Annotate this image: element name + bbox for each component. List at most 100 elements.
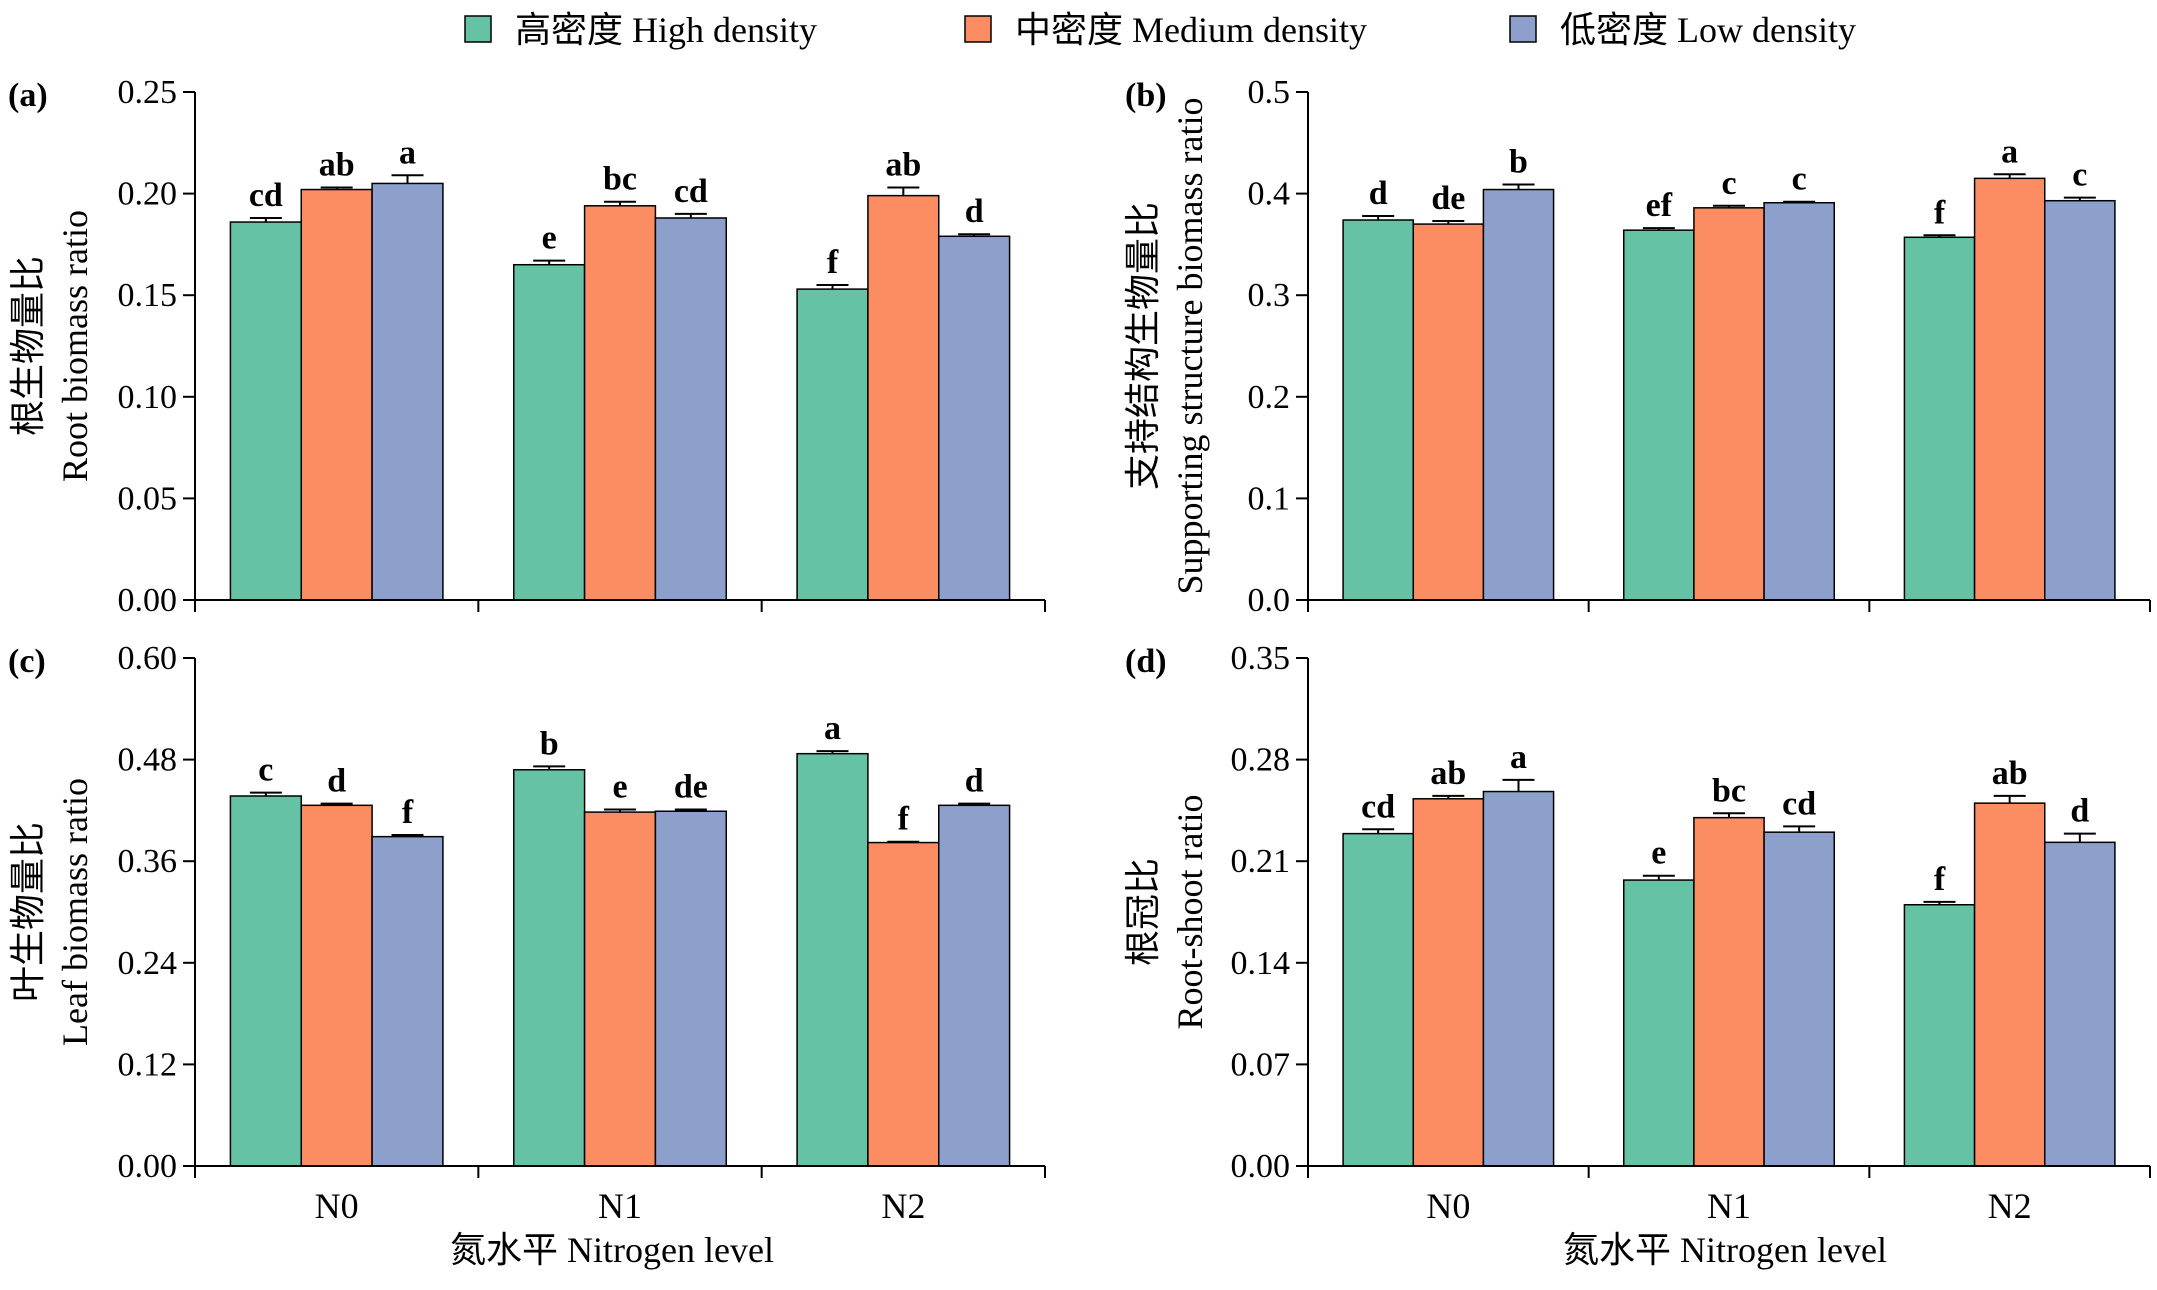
bar-N2-series-1 (1973, 802, 2046, 1167)
significance-letter: ab (1992, 755, 2028, 792)
y-tick-label: 0.05 (118, 480, 178, 517)
category-label-N0: N0 (1426, 1186, 1470, 1226)
bar-N0-series-0 (229, 795, 303, 1167)
y-axis-title-en: Root biomass ratio (55, 210, 95, 482)
y-tick-label: 0.35 (1231, 640, 1291, 677)
y-tick-label: 0.10 (118, 379, 178, 416)
y-axis-title-cn: 支持结构生物量比 (1123, 202, 1163, 490)
legend-swatch-0 (464, 15, 492, 43)
bar-N0-series-1 (1412, 798, 1485, 1167)
significance-letter: c (1792, 161, 1807, 198)
y-tick-label: 0.48 (118, 742, 178, 779)
y-tick-label: 0.5 (1248, 74, 1291, 111)
bar-N1-series-2 (1763, 831, 1836, 1167)
y-tick-label: 0.28 (1231, 742, 1291, 779)
bar-N2-series-0 (1903, 236, 1976, 601)
bar-N2-series-1 (867, 841, 940, 1167)
y-tick-label: 0.00 (118, 1148, 178, 1185)
bar-N1-series-1 (583, 205, 657, 601)
panel-tag: (b) (1125, 77, 1167, 114)
significance-letter: d (965, 193, 984, 230)
significance-letter: cd (1782, 785, 1816, 822)
bar-N2-series-2 (2044, 199, 2116, 601)
panel-d: cd e f ab bc ab a cd d 0.00 0.07 0.14 0.21 0.28 0.35 N0… (1123, 640, 2151, 1226)
y-tick-label: 0.25 (118, 74, 178, 111)
y-tick-label: 0.0 (1248, 582, 1291, 619)
panel-tag: (c) (8, 643, 46, 680)
significance-letter: f (1934, 194, 1946, 231)
category-label-N1: N1 (1707, 1186, 1751, 1226)
significance-letter: d (327, 763, 346, 800)
bar-N0-series-0 (1342, 832, 1415, 1167)
bar-N1-series-0 (1623, 879, 1695, 1167)
bar-N1-series-2 (1763, 201, 1836, 601)
significance-letter: f (898, 801, 910, 838)
significance-letter: cd (1361, 788, 1395, 825)
category-label-N2: N2 (881, 1186, 925, 1226)
significance-letter: cd (249, 177, 283, 214)
y-tick-label: 0.00 (118, 582, 178, 619)
significance-letter: c (258, 752, 273, 789)
legend: 高密度 High density 中密度 Medium density 低密度 Lo… (464, 10, 1856, 50)
legend-swatch-2 (1509, 15, 1537, 43)
panel-a: cd e f ab bc ab a cd d 0.00 0.05 0.10 0.15 0.20 0.25 (a… (8, 74, 1046, 619)
bar-N2-series-2 (938, 235, 1011, 601)
y-tick-label: 0.36 (118, 843, 178, 880)
bar-N1-series-2 (654, 217, 728, 601)
y-axis-title-en: Supporting structure biomass ratio (1170, 98, 1210, 595)
y-tick-label: 0.00 (1231, 1148, 1291, 1185)
bar-N0-series-2 (371, 182, 444, 601)
panel-tag: (a) (8, 77, 48, 114)
significance-letter: b (540, 725, 559, 762)
bar-N2-series-0 (796, 752, 869, 1167)
bar-N2-series-2 (2044, 841, 2116, 1167)
significance-letter: ab (1430, 755, 1466, 792)
bar-N1-series-0 (1623, 229, 1695, 601)
y-tick-label: 0.4 (1248, 176, 1291, 213)
y-tick-label: 0.14 (1231, 945, 1291, 982)
significance-letter: d (965, 763, 984, 800)
y-tick-label: 0.2 (1248, 379, 1291, 416)
significance-letter: de (674, 769, 708, 806)
significance-letter: f (827, 244, 839, 281)
significance-letter: d (1369, 175, 1388, 212)
bar-N0-series-2 (1482, 188, 1555, 601)
legend-label-2: 低密度 Low density (1560, 10, 1856, 50)
bar-N1-series-1 (583, 811, 657, 1167)
significance-letter: f (1934, 861, 1946, 898)
y-tick-label: 0.60 (118, 640, 178, 677)
bar-N0-series-1 (300, 804, 373, 1167)
significance-letter: b (1509, 143, 1528, 180)
y-axis-title-en: Root-shoot ratio (1170, 795, 1210, 1030)
y-axis-title-cn: 根生物量比 (8, 256, 48, 436)
y-tick-label: 0.15 (118, 277, 178, 314)
bar-N0-series-1 (300, 188, 373, 601)
y-axis-title-en: Leaf biomass ratio (55, 778, 95, 1046)
significance-letter: ab (885, 147, 921, 184)
significance-letter: cd (674, 173, 708, 210)
y-tick-label: 0.07 (1231, 1046, 1291, 1083)
bar-N1-series-0 (513, 263, 586, 601)
y-tick-label: 0.12 (118, 1046, 178, 1083)
y-tick-label: 0.1 (1248, 480, 1291, 517)
y-tick-label: 0.3 (1248, 277, 1291, 314)
significance-letter: bc (603, 161, 637, 198)
bar-N2-series-2 (938, 804, 1011, 1167)
x-axis-title-right: 氮水平 Nitrogen level (1563, 1230, 1887, 1270)
y-tick-label: 0.21 (1231, 843, 1291, 880)
bar-N2-series-0 (796, 288, 869, 601)
y-axis-title-cn: 叶生物量比 (8, 822, 48, 1002)
bar-N0-series-0 (229, 221, 303, 601)
bar-N2-series-1 (867, 194, 940, 601)
bar-N1-series-1 (1693, 816, 1765, 1167)
significance-letter: c (1721, 165, 1736, 202)
significance-letter: f (402, 794, 414, 831)
significance-letter: d (2070, 793, 2089, 830)
bar-N0-series-2 (1482, 790, 1555, 1167)
significance-letter: e (1651, 835, 1666, 872)
panel-b: d ef f de c a b c c 0.0 0.1 0.2 0.3 0.4 0.5 (b) 支持结构生物量比… (1123, 74, 2151, 619)
y-axis-title-cn: 根冠比 (1123, 858, 1163, 966)
bar-N0-series-2 (371, 835, 444, 1167)
